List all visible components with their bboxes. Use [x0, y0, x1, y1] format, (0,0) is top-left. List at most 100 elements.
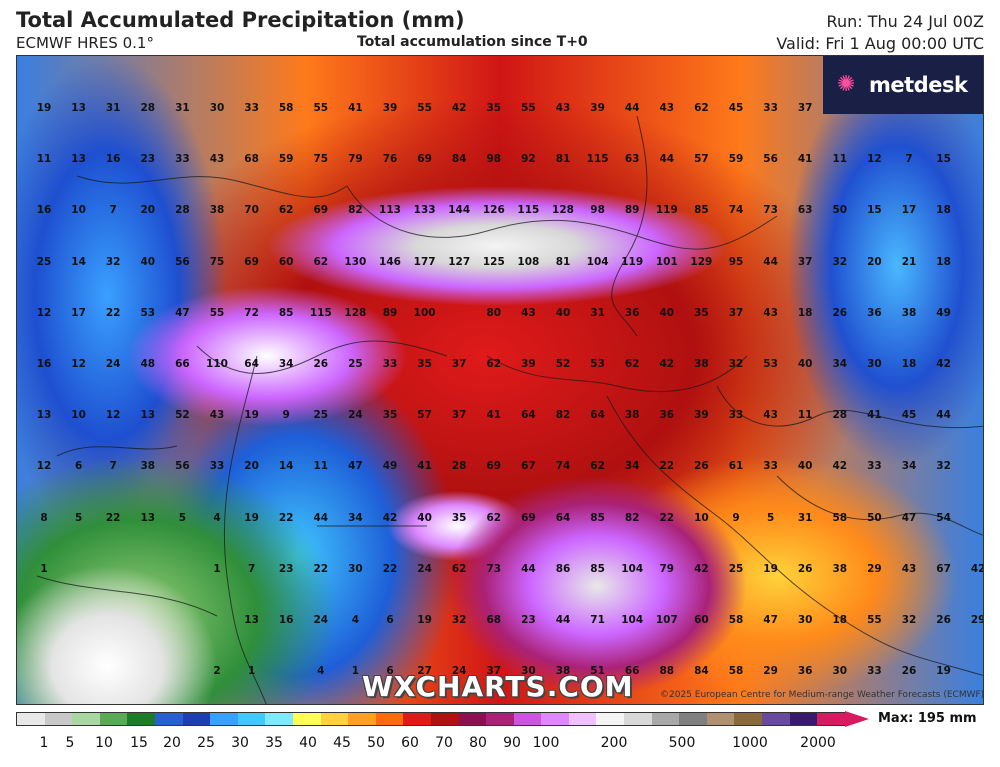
precip-value-label: 70	[244, 204, 259, 217]
precip-value-label: 34	[832, 358, 848, 370]
scale-segment	[541, 713, 569, 725]
scale-segment	[624, 713, 652, 725]
precip-value-label: 41	[348, 102, 363, 114]
precip-value-label: 16	[278, 614, 294, 626]
precip-value-label: 64	[555, 511, 571, 524]
precip-value-label: 42	[382, 511, 398, 524]
precip-value-label: 30	[832, 665, 848, 678]
precip-value-label: 19	[763, 562, 778, 575]
precip-value-label: 95	[728, 255, 744, 268]
precip-value-label: 56	[763, 153, 778, 166]
precip-value-label: 92	[521, 153, 536, 166]
precip-value-label: 69	[521, 511, 536, 524]
precip-value-label: 27	[417, 665, 432, 678]
precip-value-label: 28	[140, 102, 156, 114]
precip-value-label: 16	[105, 153, 121, 166]
precip-value-label: 32	[901, 614, 917, 626]
precip-value-label: 7	[109, 204, 117, 217]
precip-value-label: 40	[797, 460, 813, 473]
precip-value-label: 39	[590, 102, 605, 114]
precip-value-label: 104	[621, 614, 644, 626]
precip-value-label: 33	[867, 665, 882, 678]
precip-value-label: 41	[486, 409, 502, 422]
precip-value-label: 107	[655, 614, 678, 626]
precip-value-label: 98	[486, 153, 502, 166]
precip-value-label: 55	[521, 102, 536, 114]
precip-value-label: 35	[694, 306, 709, 319]
precip-value-label: 53	[763, 358, 778, 370]
precip-value-label: 1	[247, 665, 256, 678]
precip-value-label: 30	[348, 562, 363, 575]
scale-tick-label: 50	[367, 735, 385, 751]
precip-value-label: 88	[659, 665, 675, 678]
precip-value-label: 39	[521, 358, 536, 370]
precip-value-label: 4	[351, 614, 360, 626]
precip-value-label: 43	[763, 409, 778, 422]
precip-value-label: 4	[213, 511, 221, 524]
precip-value-label: 79	[659, 562, 675, 575]
precip-value-label: 35	[451, 511, 467, 524]
scale-segment	[292, 713, 321, 725]
precip-value-label: 25	[313, 409, 329, 422]
precip-value-label: 84	[694, 665, 709, 678]
precip-value-label: 7	[109, 460, 117, 473]
precip-value-label: 119	[655, 204, 678, 217]
precip-value-label: 5	[178, 511, 187, 524]
color-scale-arrow	[845, 711, 869, 727]
precip-value-label: 20	[140, 204, 156, 217]
scale-segment	[403, 713, 431, 725]
scale-tick-label: 60	[401, 735, 419, 751]
precipitation-map[interactable]: 19 13 31 28 31 30 33 58 55 41 39 55 42 35 55 43 39 44 43 62…	[16, 55, 984, 705]
precip-value-label: 85	[278, 306, 294, 319]
precip-value-label: 14	[278, 460, 294, 473]
precip-value-label: 128	[344, 306, 367, 319]
precip-value-label: 33	[867, 460, 882, 473]
precip-value-label: 44	[555, 614, 571, 626]
precip-value-label: 6	[386, 665, 394, 678]
precip-value-label: 4	[317, 665, 325, 678]
precip-value-label: 55	[209, 306, 225, 319]
metdesk-logo-icon: ✺	[837, 72, 856, 97]
precip-value-label: 40	[659, 306, 675, 319]
precip-value-label: 19	[936, 665, 951, 678]
precip-value-label: 52	[175, 409, 190, 422]
precip-value-label: 71	[590, 614, 605, 626]
precip-value-label: 62	[451, 562, 467, 575]
precip-value-label: 104	[586, 255, 609, 268]
precip-value-label: 110	[206, 358, 228, 370]
precip-value-label: 33	[209, 460, 225, 473]
precip-value-label: 98	[590, 204, 605, 217]
precip-value-label: 34	[624, 460, 640, 473]
scale-segment	[568, 713, 597, 725]
precip-value-label: 33	[728, 409, 744, 422]
precip-value-label: 11	[832, 153, 848, 166]
precip-value-label: 33	[175, 153, 190, 166]
precip-value-label: 74	[555, 460, 571, 473]
precip-value-label: 115	[309, 306, 332, 319]
precip-value-label: 54	[936, 511, 951, 524]
scale-tick-label: 500	[668, 735, 696, 751]
precip-value-label: 19	[244, 511, 259, 524]
precip-value-label: 31	[590, 306, 605, 319]
precip-value-label: 37	[797, 102, 813, 114]
precip-value-label: 64	[590, 409, 605, 422]
precip-value-label: 42	[694, 562, 709, 575]
precip-value-label: 43	[555, 102, 571, 114]
scale-tick-label: 80	[469, 735, 487, 751]
precip-value-label: 64	[244, 358, 259, 370]
precip-value-label: 44	[763, 255, 778, 268]
precip-value-label: 85	[590, 562, 605, 575]
precip-value-label: 24	[451, 665, 467, 678]
precip-value-label: 11	[313, 460, 329, 473]
precip-value-label: 66	[624, 665, 640, 678]
scale-segment	[430, 713, 459, 725]
wxcharts-watermark: WXCHARTS.COM	[362, 670, 634, 703]
precip-value-label: 17	[901, 204, 917, 217]
precip-value-label: 81	[555, 255, 571, 268]
precip-value-label: 44	[624, 102, 640, 114]
precip-value-label: 24	[105, 358, 121, 370]
precip-value-label: 15	[936, 153, 951, 166]
precip-value-label: 22	[278, 511, 294, 524]
chart-title: Total Accumulated Precipitation (mm)	[16, 8, 465, 32]
precip-value-label: 1	[351, 665, 360, 678]
